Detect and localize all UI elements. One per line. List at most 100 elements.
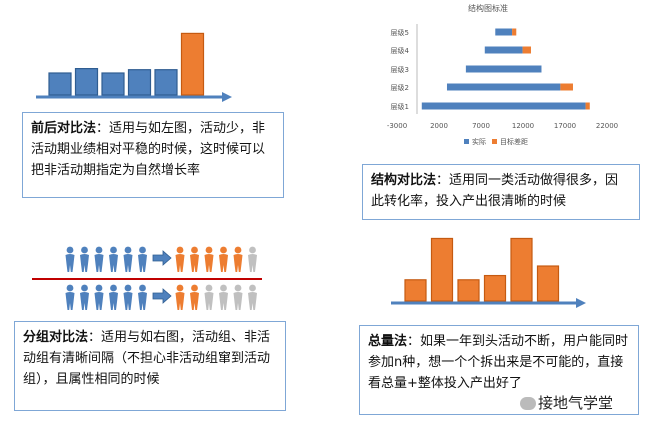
legend-swatch: [464, 139, 469, 144]
x-tick-label: -3000: [387, 122, 407, 130]
person-icon: [175, 246, 185, 272]
person-head: [139, 284, 146, 292]
person-head: [81, 284, 88, 292]
person-head: [124, 284, 132, 292]
person-icon: [138, 284, 147, 310]
person-icon: [219, 284, 228, 310]
person-icon: [233, 284, 243, 310]
category-label: 层级2: [391, 83, 409, 92]
person-icon: [80, 246, 89, 272]
before-after-text: ：适用与如左图，活动少，非活动期业绩相对平稳的时候，这时候可以把非活动期指定为自…: [31, 121, 266, 178]
person-head: [139, 246, 146, 254]
bar: [430, 237, 454, 302]
person-body: [219, 292, 228, 310]
person-body: [204, 292, 214, 310]
legend-label: 目标差距: [500, 137, 528, 146]
x-tick-label: 12000: [512, 122, 534, 130]
person-body: [190, 254, 199, 272]
person-body: [94, 292, 104, 310]
bar: [48, 72, 72, 96]
person-body: [233, 292, 243, 310]
total-textbox: 总量法：如果一年到头活动不断，用户能同时参加n种，想一个个拆出来是不可能的，直接…: [359, 325, 639, 415]
person-head: [110, 284, 117, 292]
person-head: [66, 246, 74, 254]
person-icon: [123, 246, 133, 272]
person-head: [191, 284, 198, 292]
actual-bar: [446, 83, 561, 91]
bar: [536, 265, 560, 302]
person-body: [109, 254, 118, 272]
person-body: [233, 254, 243, 272]
watermark-text: 接地气学堂: [538, 394, 614, 412]
person-icon: [65, 246, 75, 272]
person-head: [249, 246, 256, 254]
person-icon: [190, 246, 199, 272]
actual-bar: [495, 28, 513, 36]
bar: [510, 237, 533, 302]
wechat-icon: [520, 397, 536, 410]
person-body: [248, 292, 257, 310]
person-body: [65, 292, 75, 310]
person-icon: [65, 284, 75, 310]
person-body: [138, 254, 147, 272]
bar: [74, 67, 99, 96]
person-body: [219, 254, 228, 272]
person-head: [176, 246, 184, 254]
person-body: [109, 292, 118, 310]
person-body: [80, 292, 89, 310]
person-icon: [109, 246, 118, 272]
person-body: [248, 254, 257, 272]
person-icon: [80, 284, 89, 310]
category-label: 层级5: [391, 28, 409, 37]
person-icon: [219, 246, 228, 272]
person-icon: [123, 284, 133, 310]
person-head: [205, 246, 213, 254]
person-icon: [190, 284, 199, 310]
legend-label: 实际: [472, 137, 486, 146]
person-icon: [204, 246, 214, 272]
person-head: [124, 246, 132, 254]
actual-bar: [484, 46, 523, 54]
person-icon: [138, 246, 147, 272]
person-body: [138, 292, 147, 310]
person-head: [176, 284, 184, 292]
person-icon: [109, 284, 118, 310]
person-head: [66, 284, 74, 292]
arrow-head: [222, 92, 232, 102]
person-head: [234, 284, 242, 292]
person-icon: [248, 284, 257, 310]
total-text: ：如果一年到头活动不断，用户能同时参加n种，想一个个拆出来是不可能的，直接看总量…: [368, 334, 629, 391]
person-body: [123, 292, 133, 310]
actual-bar: [421, 102, 586, 110]
arrow-head: [576, 298, 586, 308]
person-head: [205, 284, 213, 292]
person-icon: [175, 284, 185, 310]
group-text: ：适用与如右图，活动组、非活动组有清晰间隔（不担心非活动组窜到活动组），且属性相…: [23, 330, 271, 387]
x-tick-label: 7000: [472, 122, 490, 130]
person-body: [190, 292, 199, 310]
person-head: [191, 246, 198, 254]
arrow-icon: [152, 250, 172, 266]
bar: [127, 69, 152, 96]
structure-textbox: 结构对比法：适用同一类活动做得很多，因此转化率，投入产出很清晰的时候: [362, 164, 640, 220]
before-after-textbox: 前后对比法：适用与如左图，活动少，非活动期业绩相对平稳的时候，这时候可以把非活动…: [22, 112, 284, 198]
actual-bar: [465, 65, 542, 73]
person-body: [94, 254, 104, 272]
category-label: 层级3: [391, 65, 409, 74]
person-icon: [233, 246, 243, 272]
person-body: [80, 254, 89, 272]
x-tick-label: 22000: [596, 122, 618, 130]
bar: [483, 274, 507, 302]
bar: [154, 69, 178, 96]
category-label: 层级4: [391, 46, 410, 55]
target-gap-bar: [585, 102, 590, 110]
target-gap-bar: [522, 46, 531, 54]
person-icon: [204, 284, 214, 310]
person-body: [175, 292, 185, 310]
group-title: 分组对比法: [23, 330, 89, 345]
person-body: [123, 254, 133, 272]
structure-chart-title: 结构图标准: [468, 3, 508, 13]
before-after-title: 前后对比法: [31, 121, 97, 136]
